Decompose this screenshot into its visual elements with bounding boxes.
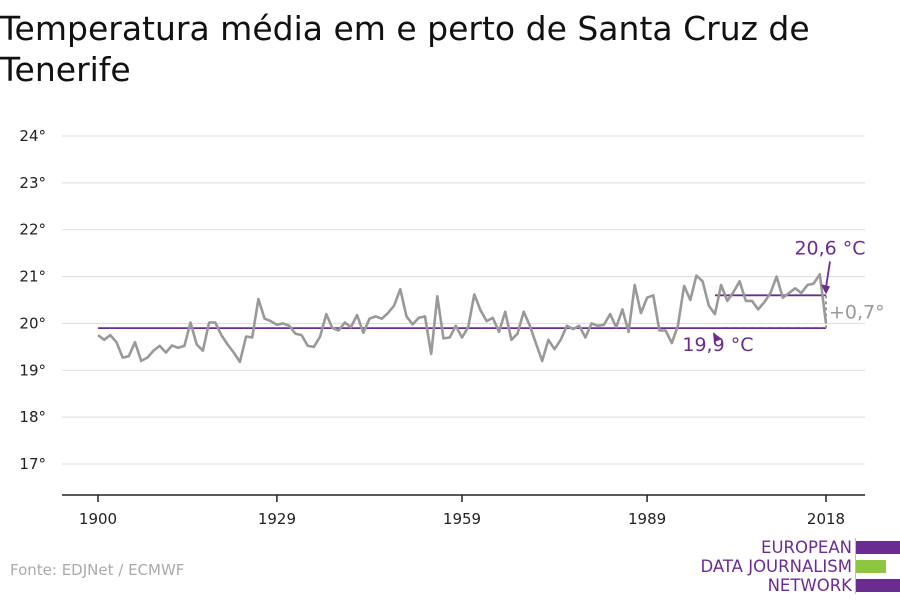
x-tick-label: 2018 [807, 510, 845, 528]
temperature-series-line [97, 272, 828, 364]
logo-line-2: DATA JOURNALISM [700, 557, 852, 576]
x-axis-ticks: 1900 1929 1959 1989 2018 [79, 495, 845, 528]
y-tick-label: 24° [19, 127, 46, 145]
x-tick-label: 1959 [443, 510, 481, 528]
grid-lines [62, 135, 865, 465]
recent-average-arrow-shaft [825, 261, 831, 288]
edjnet-logo: EUROPEAN DATA JOURNALISM NETWORK [590, 538, 900, 595]
y-tick-label: 23° [19, 174, 46, 192]
recent-average-label: 20,6 °C [794, 237, 865, 259]
difference-label: +0,7° [829, 302, 885, 324]
chart-title: Temperatura média em e perto de Santa Cr… [0, 9, 810, 89]
logo-line-3: NETWORK [767, 576, 852, 595]
logo-bar-top [856, 541, 900, 554]
logo-text: EUROPEAN DATA JOURNALISM NETWORK [700, 538, 852, 595]
baseline-average-label: 19,9 °C [682, 334, 753, 356]
y-tick-label: 21° [19, 268, 46, 286]
y-tick-label: 20° [19, 314, 46, 332]
logo-line-1: EUROPEAN [761, 538, 852, 557]
baseline-arrow-head [712, 332, 722, 343]
logo-bar-bottom [856, 579, 900, 592]
series-layer [97, 272, 828, 364]
x-tick-label: 1989 [628, 510, 666, 528]
y-tick-label: 17° [19, 455, 46, 473]
annotations: 20,6 °C 19,9 °C +0,7° [682, 237, 884, 355]
y-tick-label: 22° [19, 221, 46, 239]
y-tick-label: 18° [19, 408, 46, 426]
x-tick-label: 1929 [258, 510, 296, 528]
source-credit: Fonte: EDJNet / ECMWF [10, 561, 185, 579]
recent-average-arrow-head [821, 284, 830, 295]
y-tick-label: 19° [19, 361, 46, 379]
logo-bar-middle [856, 560, 886, 573]
x-tick-label: 1900 [79, 510, 117, 528]
y-axis-ticks: 17° 18° 19° 20° 21° 22° 23° 24° [19, 127, 46, 473]
logo-divider [855, 538, 856, 594]
